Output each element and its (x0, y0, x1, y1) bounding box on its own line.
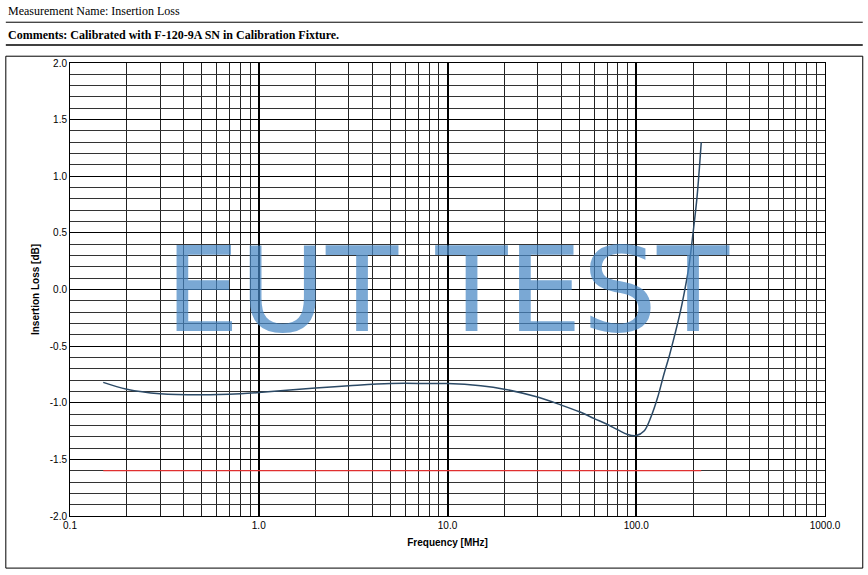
svg-text:Measurement Name: Insertion Lo: Measurement Name: Insertion Loss (8, 4, 180, 18)
svg-text:EUT TEST: EUT TEST (165, 221, 730, 359)
svg-text:2.0: 2.0 (53, 58, 67, 69)
svg-text:10.0: 10.0 (438, 520, 458, 531)
svg-text:1.0: 1.0 (53, 171, 67, 182)
svg-text:-0.5: -0.5 (50, 341, 68, 352)
svg-text:0.1: 0.1 (63, 520, 77, 531)
svg-text:-2.0: -2.0 (50, 511, 68, 522)
svg-text:Comments: Calibrated with F-12: Comments: Calibrated with F-120-9A SN in… (8, 28, 339, 42)
svg-text:Frequency [MHz]: Frequency [MHz] (407, 537, 488, 548)
svg-text:-1.0: -1.0 (50, 397, 68, 408)
svg-text:Insertion Loss [dB]: Insertion Loss [dB] (30, 244, 41, 335)
svg-text:-1.5: -1.5 (50, 454, 68, 465)
svg-text:1000.0: 1000.0 (810, 520, 841, 531)
svg-text:0.0: 0.0 (53, 284, 67, 295)
svg-text:1.0: 1.0 (252, 520, 266, 531)
svg-text:1.5: 1.5 (53, 114, 67, 125)
svg-text:100.0: 100.0 (624, 520, 649, 531)
svg-text:0.5: 0.5 (53, 227, 67, 238)
